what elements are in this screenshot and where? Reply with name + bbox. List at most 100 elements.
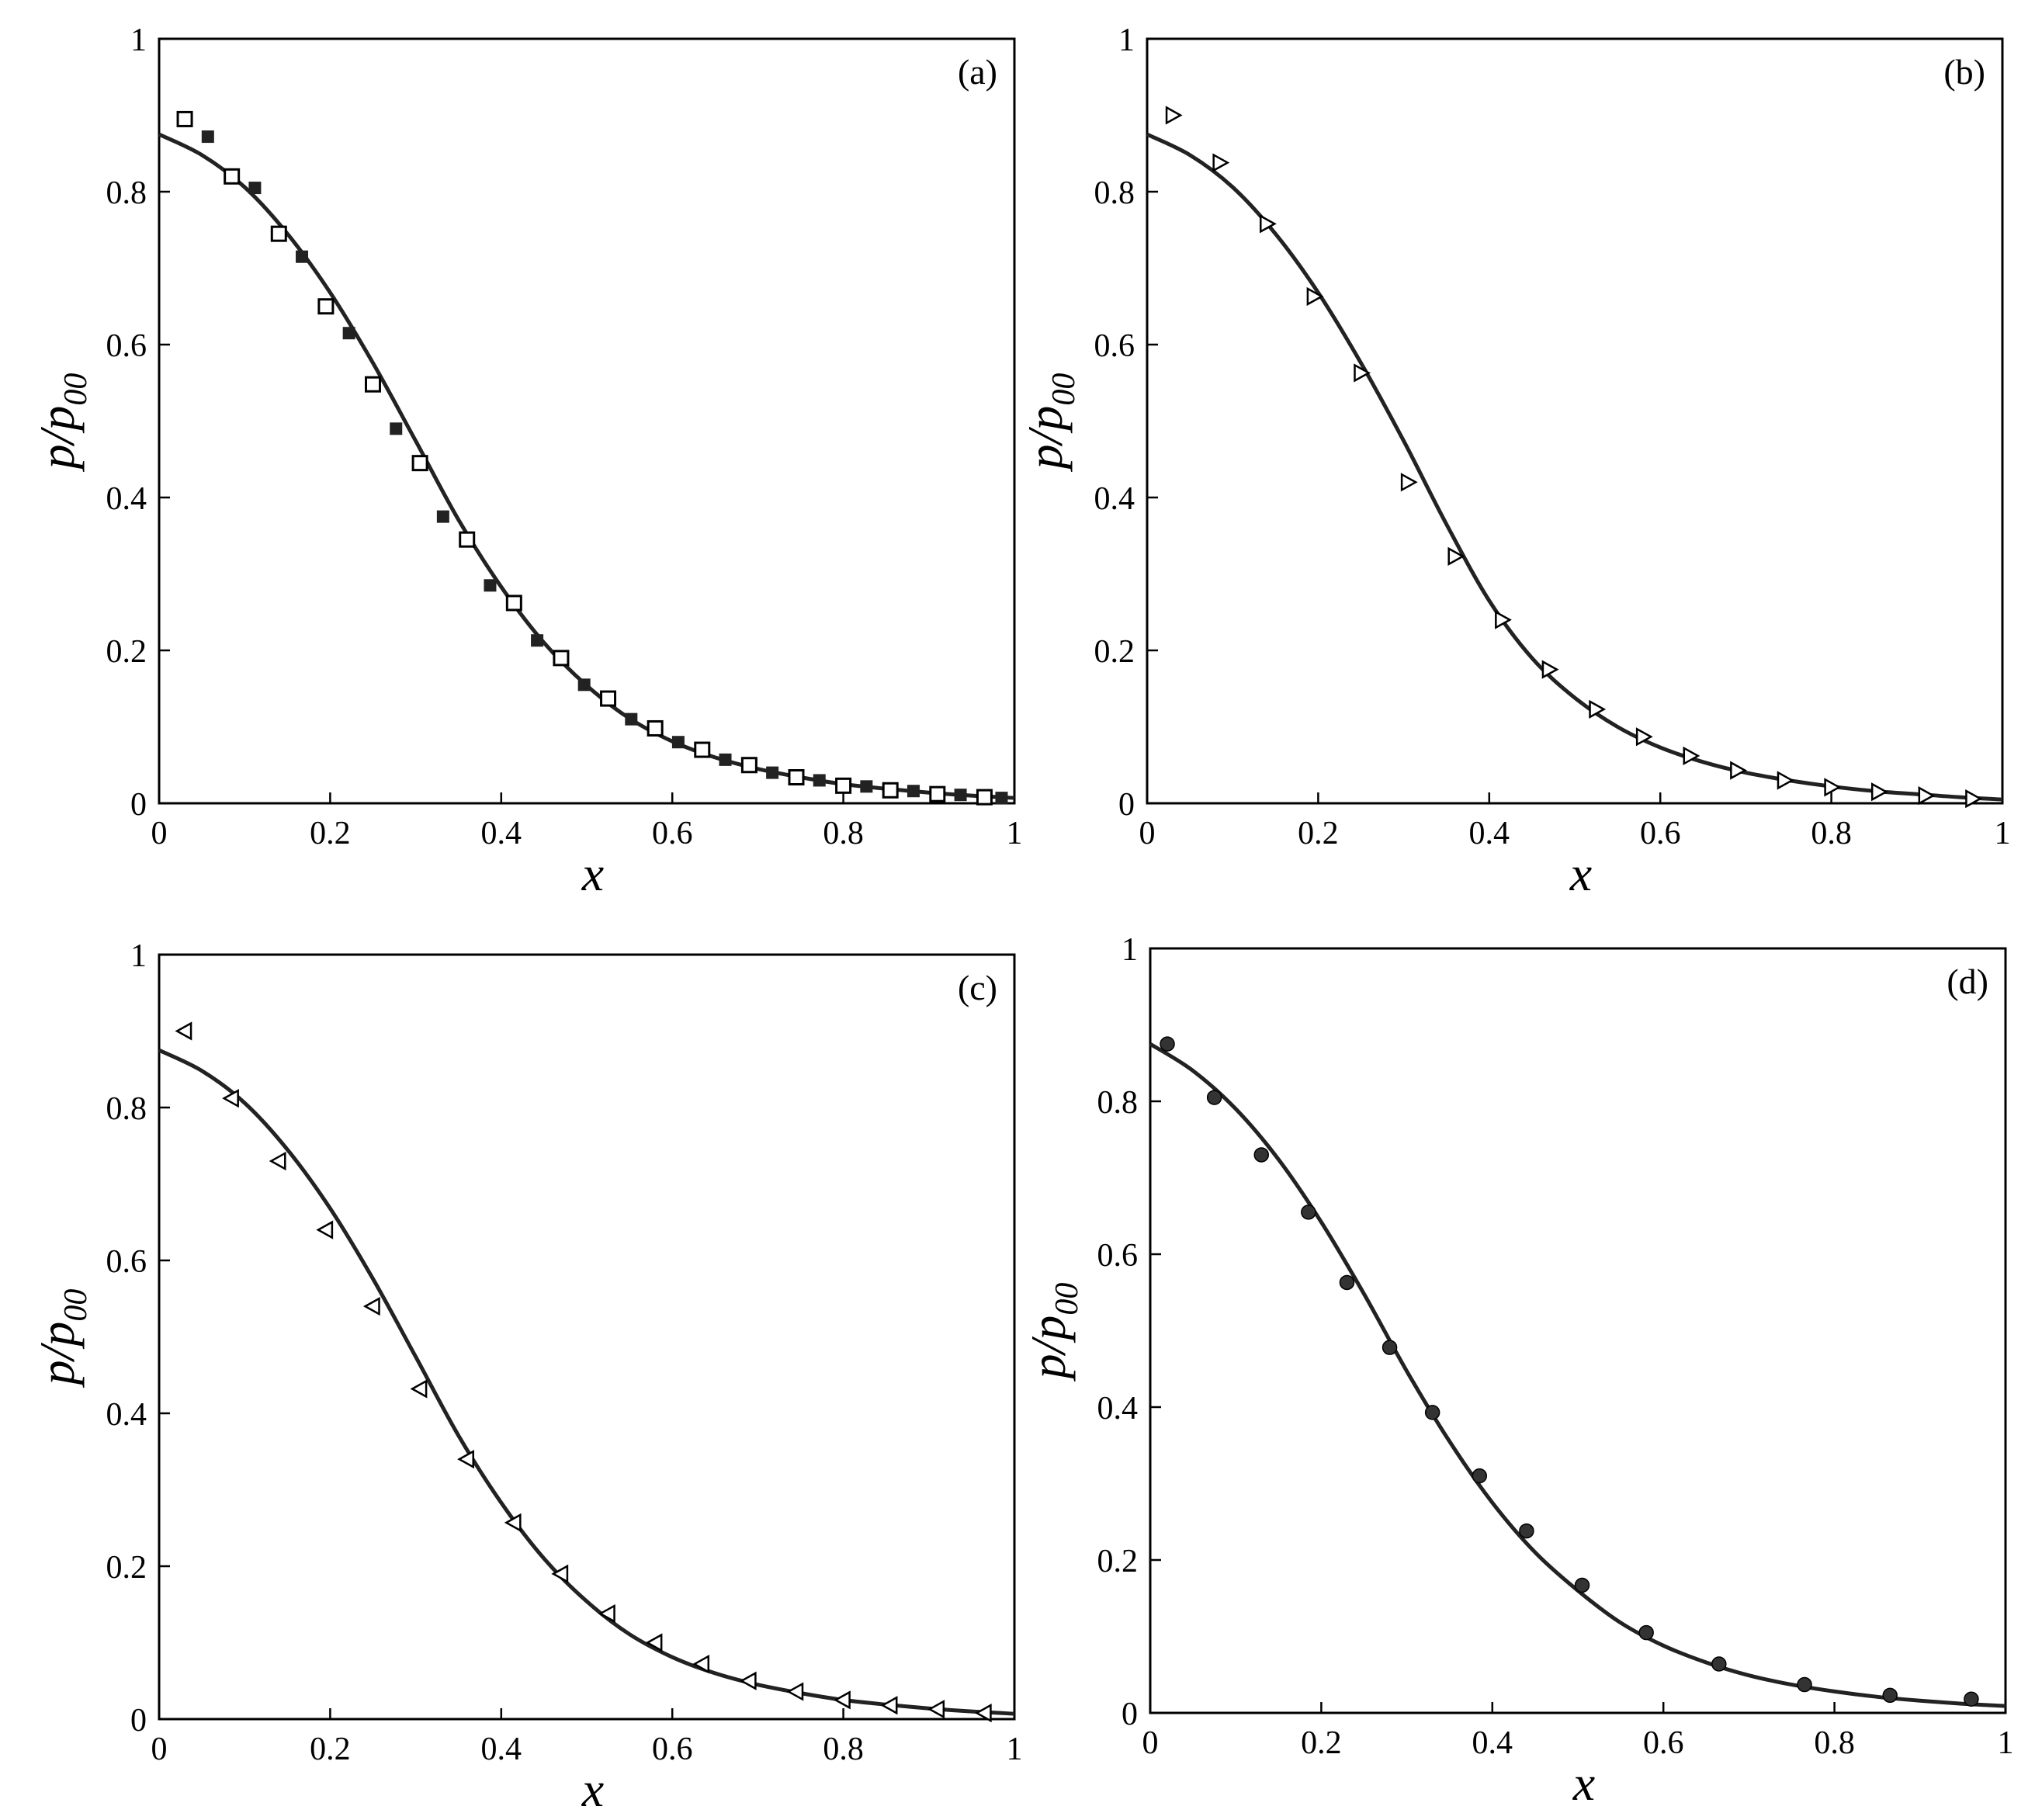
data-point-filled-square bbox=[671, 736, 685, 749]
y-axis-title-main: p/p bbox=[1021, 1316, 1076, 1382]
data-point-open-square bbox=[976, 789, 993, 806]
data-point-triangle-left bbox=[786, 1682, 804, 1701]
x-axis-title: x bbox=[581, 1762, 604, 1817]
y-tick-label: 0.8 bbox=[1094, 175, 1135, 211]
y-axis-title: p/p00 bbox=[1021, 1283, 1085, 1382]
data-point-triangle-left bbox=[645, 1633, 663, 1652]
data-point-triangle-left bbox=[457, 1449, 474, 1469]
data-point-triangle-right bbox=[1918, 786, 1936, 806]
x-tick-label: 0.8 bbox=[823, 1732, 864, 1767]
data-point-triangle-right bbox=[1589, 699, 1607, 719]
y-tick-label: 0.2 bbox=[1094, 634, 1135, 670]
x-tick-label: 0 bbox=[151, 1732, 168, 1767]
y-tick-label: 0.4 bbox=[1097, 1391, 1139, 1427]
data-point-filled-circle bbox=[1574, 1577, 1590, 1593]
x-tick-label: 0.2 bbox=[1301, 1725, 1342, 1761]
y-tick-label: 0.8 bbox=[106, 1091, 147, 1127]
plot-frame bbox=[158, 953, 1016, 1721]
data-point-open-square bbox=[553, 650, 570, 667]
y-tick-label: 0.2 bbox=[106, 634, 147, 670]
panel-b: 0 0.2 0.4 0.6 0.8 1 0 0.2 0.4 0.6 0.8 1 (b) x p/p00 bbox=[1018, 23, 2011, 901]
x-tick-label: 0.4 bbox=[481, 816, 522, 851]
data-point-open-square bbox=[459, 531, 476, 548]
x-tick-label: 1 bbox=[1007, 1732, 1023, 1767]
y-tick-label: 0.6 bbox=[1094, 328, 1135, 364]
data-point-triangle-left bbox=[974, 1703, 992, 1723]
data-point-filled-circle bbox=[1638, 1624, 1654, 1641]
data-point-filled-circle bbox=[1382, 1340, 1398, 1355]
data-point-filled-circle bbox=[1253, 1147, 1270, 1163]
x-tick-label: 0.6 bbox=[652, 1732, 693, 1767]
y-tick-label: 0.6 bbox=[106, 328, 147, 364]
data-point-triangle-left bbox=[739, 1671, 757, 1690]
x-tick-label: 0.8 bbox=[1811, 816, 1852, 851]
data-point-filled-square bbox=[436, 510, 449, 523]
y-axis-title-main: p/p bbox=[29, 1322, 85, 1388]
panel-label: (d) bbox=[1947, 962, 1988, 1001]
data-point-open-square bbox=[694, 741, 711, 758]
y-tick-label: 0.2 bbox=[1097, 1544, 1139, 1579]
data-point-open-square bbox=[224, 168, 241, 185]
panel-label: (a) bbox=[958, 52, 997, 92]
panel-d: 0 0.2 0.4 0.6 0.8 1 0 0.2 0.4 0.6 0.8 1 (d) x p/p00 bbox=[1021, 932, 2014, 1811]
data-point-triangle-left bbox=[551, 1564, 569, 1583]
data-point-open-square bbox=[505, 595, 522, 612]
data-point-open-square bbox=[788, 769, 805, 786]
fit-curve bbox=[1146, 132, 2003, 802]
x-tick-label: 0 bbox=[1139, 816, 1156, 851]
x-tick-label: 0.4 bbox=[1472, 1725, 1513, 1761]
x-tick-label: 1 bbox=[1995, 816, 2011, 851]
data-point-triangle-left bbox=[362, 1296, 380, 1316]
y-tick-label: 1 bbox=[1122, 932, 1138, 968]
fit-curve bbox=[158, 132, 1015, 800]
data-point-open-square bbox=[647, 719, 664, 737]
data-point-filled-circle bbox=[1472, 1468, 1488, 1484]
data-point-filled-square bbox=[201, 130, 214, 144]
panel-label: (b) bbox=[1943, 52, 1985, 92]
x-tick-label: 0 bbox=[1142, 1725, 1159, 1761]
data-point-triangle-left bbox=[504, 1513, 522, 1532]
data-point-triangle-right bbox=[1165, 106, 1183, 125]
data-point-filled-square bbox=[860, 780, 873, 793]
x-tick-label: 0.8 bbox=[1814, 1725, 1855, 1761]
data-point-triangle-right bbox=[1212, 153, 1230, 172]
y-tick-label: 1 bbox=[1118, 23, 1135, 58]
plot-frame bbox=[158, 37, 1016, 805]
y-tick-label: 0 bbox=[130, 1703, 147, 1739]
y-axis-title-subscript: 00 bbox=[1046, 373, 1082, 406]
data-point-filled-circle bbox=[1206, 1090, 1222, 1105]
y-tick-label: 0.4 bbox=[106, 1397, 147, 1433]
data-point-open-square bbox=[317, 298, 335, 315]
x-tick-label: 0 bbox=[151, 816, 168, 851]
data-point-filled-square bbox=[766, 766, 779, 779]
y-tick-label: 0.4 bbox=[106, 481, 147, 517]
x-tick-label: 1 bbox=[1007, 816, 1023, 851]
data-point-filled-square bbox=[577, 678, 591, 692]
fit-curve bbox=[1149, 1042, 2006, 1708]
panel-label: (c) bbox=[958, 968, 997, 1007]
panel-a: 0 0.2 0.4 0.6 0.8 1 0 0.2 0.4 0.6 0.8 1 (a) x p/p00 bbox=[29, 23, 1023, 901]
data-point-filled-circle bbox=[1882, 1687, 1898, 1704]
y-tick-label: 1 bbox=[130, 938, 147, 974]
x-axis-title: x bbox=[581, 846, 604, 901]
data-point-triangle-right bbox=[1635, 727, 1653, 747]
data-point-filled-square bbox=[248, 182, 262, 195]
data-point-triangle-right bbox=[1260, 214, 1277, 234]
data-point-filled-circle bbox=[1160, 1036, 1175, 1052]
y-axis-title: p/p00 bbox=[29, 1289, 94, 1388]
data-point-filled-square bbox=[625, 712, 638, 726]
y-tick-label: 0 bbox=[1122, 1697, 1138, 1732]
data-point-filled-square bbox=[907, 785, 920, 798]
data-point-open-square bbox=[740, 757, 757, 774]
data-point-triangle-right bbox=[1541, 660, 1559, 679]
y-tick-label: 1 bbox=[130, 23, 147, 58]
y-tick-label: 0.2 bbox=[106, 1550, 147, 1586]
data-point-filled-circle bbox=[1424, 1405, 1440, 1420]
x-tick-label: 0.8 bbox=[823, 816, 864, 851]
data-point-triangle-right bbox=[1777, 771, 1794, 790]
x-tick-label: 0.6 bbox=[1643, 1725, 1684, 1761]
data-point-triangle-right bbox=[1965, 789, 1983, 809]
data-point-open-square bbox=[835, 777, 852, 794]
data-point-triangle-right bbox=[1306, 286, 1324, 307]
data-point-filled-circle bbox=[1339, 1274, 1355, 1291]
